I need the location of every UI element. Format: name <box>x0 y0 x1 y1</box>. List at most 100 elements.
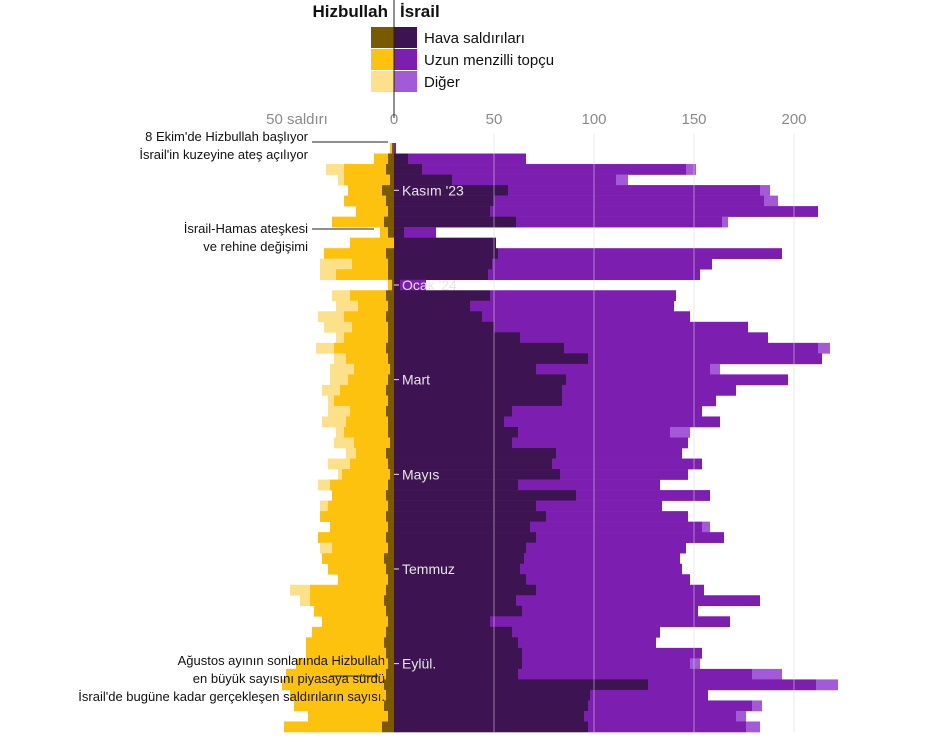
legend-swatch-hizbullah <box>371 49 394 70</box>
bar-israel-other <box>710 363 720 375</box>
bar-israel-air <box>394 195 494 207</box>
bar-hizbullah-artillery <box>314 605 386 617</box>
bar-israel-artillery <box>404 227 436 238</box>
bar-hizbullah-artillery <box>352 321 388 333</box>
bar-israel-other <box>746 721 760 733</box>
bar-hizbullah-air <box>388 479 394 491</box>
bar-israel-artillery <box>560 469 688 480</box>
bar-israel-other <box>702 521 710 533</box>
bar-hizbullah-other <box>320 542 332 554</box>
bar-hizbullah-air <box>392 279 394 291</box>
bar-hizbullah-artillery <box>312 626 386 638</box>
bar-hizbullah-air <box>390 469 394 480</box>
bar-israel-air <box>394 437 512 449</box>
bar-hizbullah-artillery <box>356 206 388 217</box>
annotations: 8 Ekim'de Hizbullah başlıyor İsrail'in ku… <box>78 129 388 704</box>
bar-israel-artillery <box>524 553 680 565</box>
bar-israel-air <box>394 174 452 186</box>
bar-israel-artillery <box>512 437 688 449</box>
bar-hizbullah-air <box>384 216 394 228</box>
bar-israel-air <box>394 721 588 733</box>
bar-israel-artillery <box>588 721 746 733</box>
bar-hizbullah-air <box>386 290 394 302</box>
bar-israel-artillery <box>490 206 818 217</box>
bar-israel-air <box>394 342 564 354</box>
bar-israel-other <box>816 679 838 691</box>
legend-label: Uzun menzilli topçu <box>424 52 554 69</box>
bar-israel-other <box>752 700 762 712</box>
bar-hizbullah-other <box>334 353 346 365</box>
bar-israel-artillery <box>584 710 736 722</box>
bar-hizbullah-air <box>388 227 394 238</box>
bar-hizbullah-artillery <box>328 500 388 512</box>
legend-swatch-hizbullah <box>371 71 394 92</box>
bar-hizbullah-artillery <box>344 164 386 175</box>
bar-hizbullah-artillery <box>330 521 388 533</box>
bar-israel-air <box>394 216 516 228</box>
bar-israel-air <box>394 521 530 533</box>
bar-israel-artillery <box>526 574 690 586</box>
month-label: Ocak '24 <box>402 277 457 293</box>
axis-tick-labels: 50 saldırı 0 50 100 150 200 <box>266 111 806 128</box>
bar-hizbullah-air <box>388 542 394 554</box>
bar-israel-artillery <box>516 216 722 228</box>
bar-hizbullah-other <box>320 500 328 512</box>
axis-tick-label: 0 <box>390 111 398 128</box>
bar-israel-air <box>394 595 516 607</box>
bar-hizbullah-other <box>330 363 354 375</box>
bar-hizbullah-artillery <box>350 237 394 249</box>
axis-tick-label: 150 <box>681 111 706 128</box>
bar-hizbullah-air <box>386 448 394 459</box>
legend-swatch-israel <box>394 27 417 48</box>
axis-tick-label: 50 <box>486 111 503 128</box>
bar-israel-other <box>690 658 700 670</box>
bar-israel-air <box>394 258 492 270</box>
bar-israel-artillery <box>498 248 782 259</box>
bar-israel-artillery <box>394 143 396 154</box>
bar-hizbullah-air <box>388 458 394 470</box>
bar-hizbullah-artillery <box>306 647 386 659</box>
bar-israel-artillery <box>516 595 760 607</box>
bar-hizbullah-other <box>318 311 344 323</box>
bar-hizbullah-other <box>336 332 344 344</box>
bar-hizbullah-artillery <box>334 342 386 354</box>
bar-hizbullah-artillery <box>354 363 390 375</box>
bar-hizbullah-air <box>386 490 394 501</box>
bar-hizbullah-air <box>384 679 394 691</box>
bar-israel-artillery <box>518 637 656 649</box>
bar-israel-air <box>394 153 408 165</box>
bar-hizbullah-air <box>388 332 394 344</box>
annotation-text: İsrail'in kuzeyine ateş açılıyor <box>139 147 308 162</box>
bar-israel-artillery <box>492 258 712 270</box>
bar-israel-artillery <box>494 321 748 333</box>
bar-hizbullah-artillery <box>330 479 388 491</box>
bar-hizbullah-air <box>388 353 394 365</box>
bar-hizbullah-other <box>336 426 344 438</box>
bar-hizbullah-artillery <box>284 721 382 733</box>
bar-hizbullah-artillery <box>344 332 388 344</box>
bar-hizbullah-artillery <box>286 668 386 680</box>
bar-hizbullah-artillery <box>308 710 388 722</box>
bar-israel-air <box>394 374 566 386</box>
bar-israel-air <box>394 311 482 323</box>
bar-israel-other <box>764 195 778 207</box>
bar-hizbullah-air <box>384 595 394 607</box>
bar-israel-air <box>394 647 522 659</box>
bar-hizbullah-other <box>326 164 344 175</box>
bar-hizbullah-artillery <box>334 395 388 407</box>
bar-israel-air <box>394 710 584 722</box>
bar-israel-air <box>394 363 536 375</box>
month-label: Mart <box>402 372 430 388</box>
bar-israel-other <box>616 174 628 186</box>
bar-hizbullah-artillery <box>322 616 388 628</box>
bar-hizbullah-other <box>324 321 352 333</box>
bar-israel-other <box>670 426 690 438</box>
bar-hizbullah-artillery <box>344 311 386 323</box>
month-label: Kasım '23 <box>402 182 464 198</box>
bar-hizbullah-other <box>328 458 350 470</box>
header-left-hizbullah: Hizbullah <box>312 2 388 21</box>
bar-israel-air <box>394 395 562 407</box>
bar-israel-artillery <box>552 458 702 470</box>
bar-hizbullah-air <box>390 174 394 186</box>
annotation-text: 8 Ekim'de Hizbullah başlıyor <box>145 129 309 144</box>
